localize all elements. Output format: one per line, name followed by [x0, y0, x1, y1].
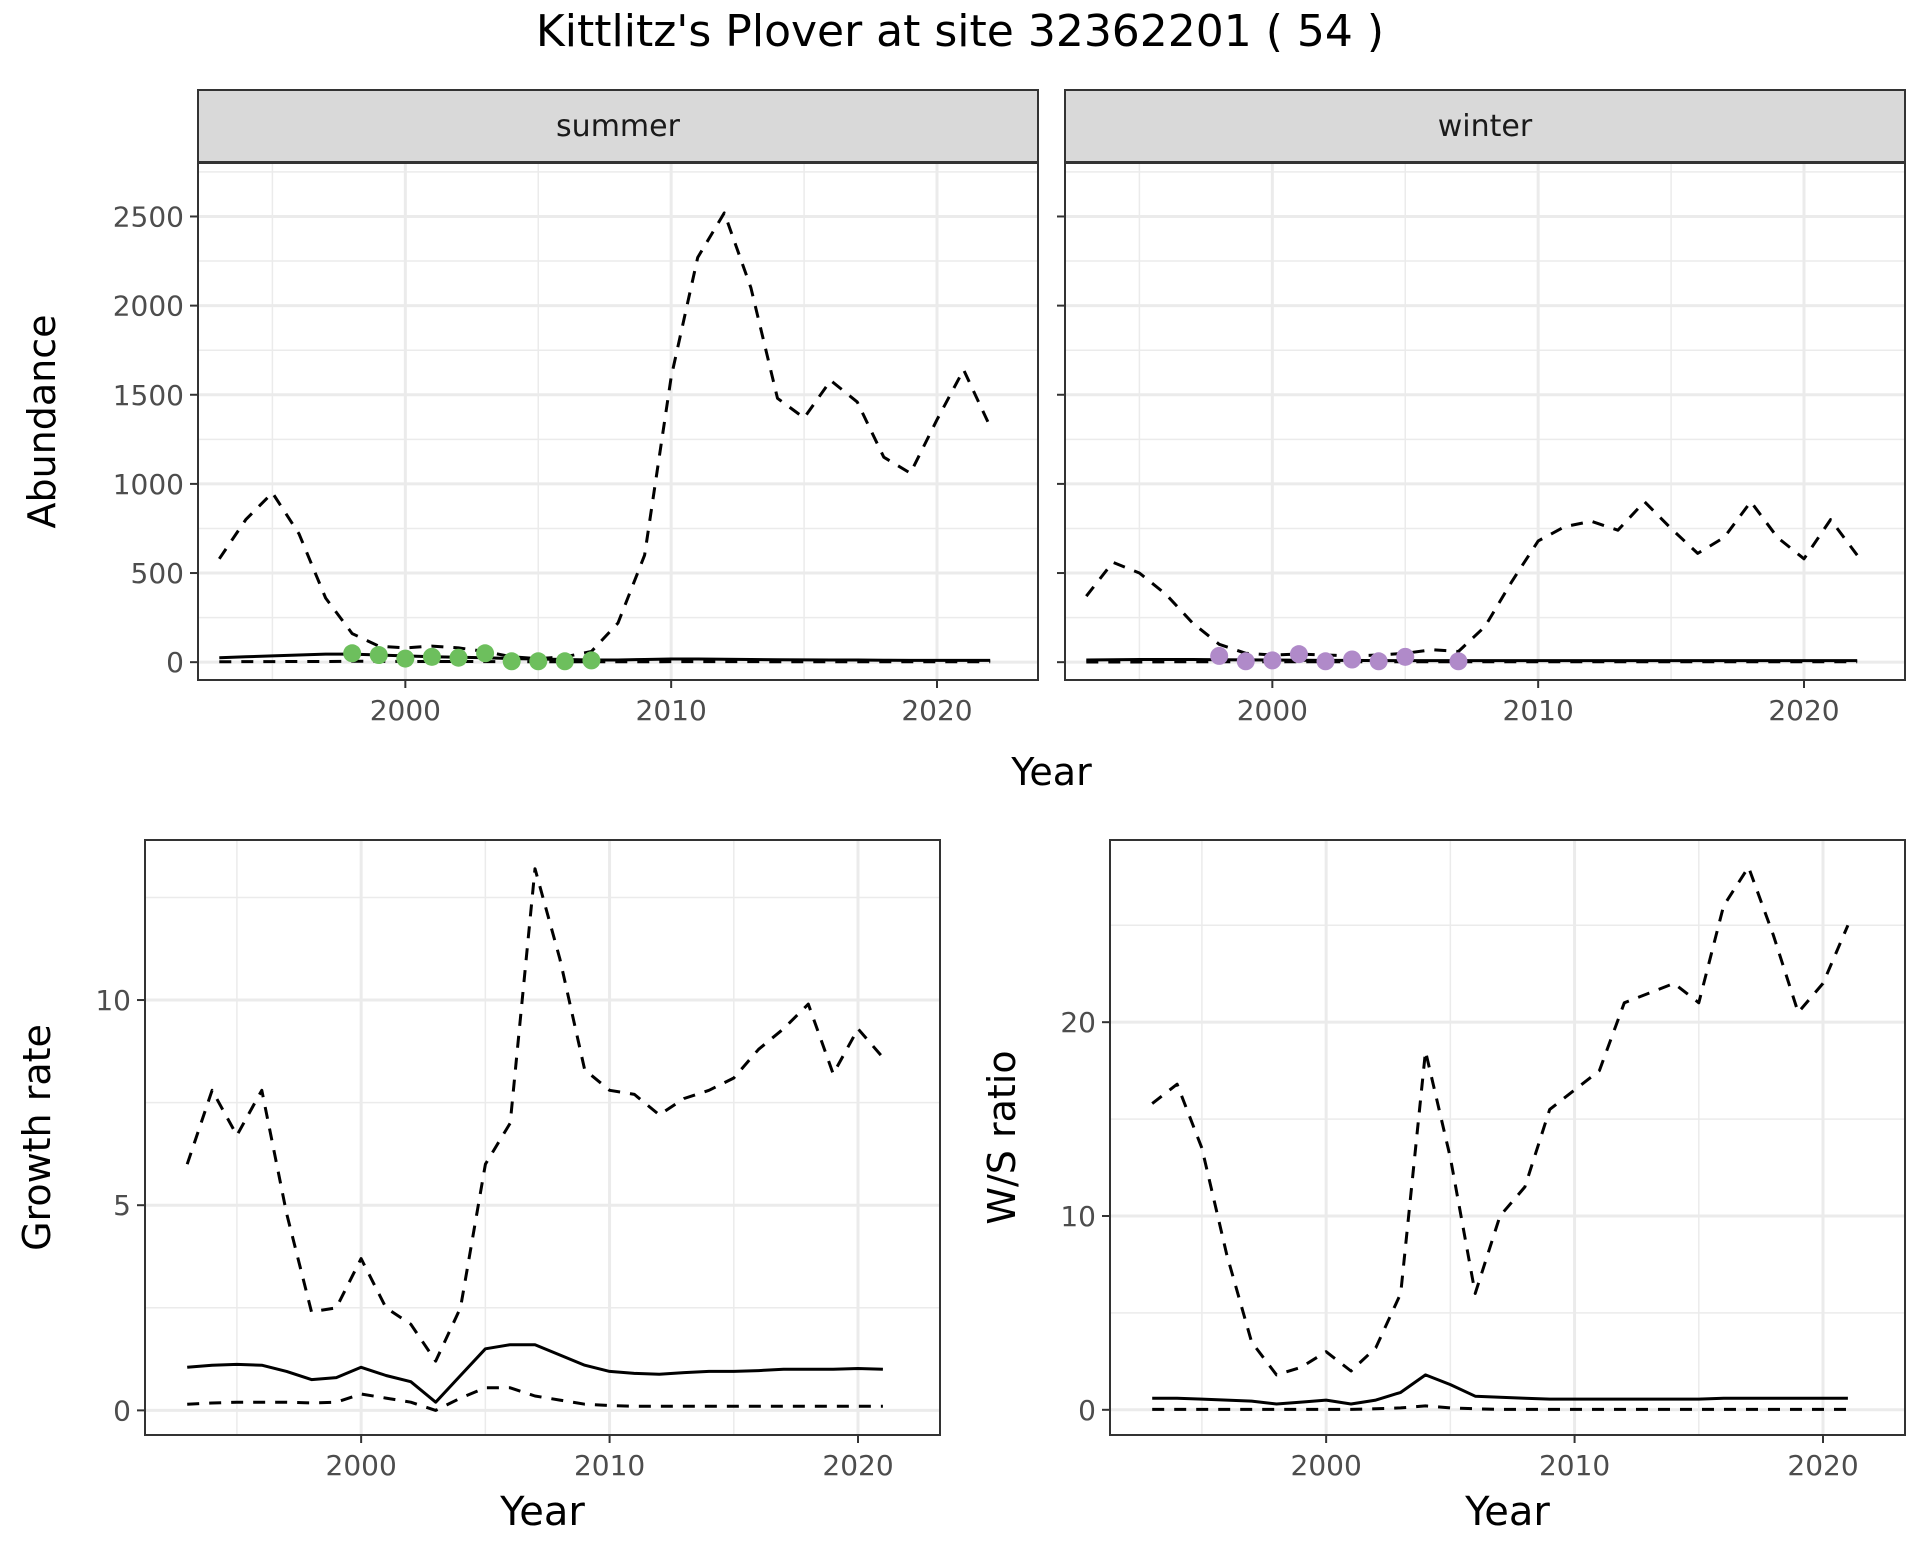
- ws-ratio-panel-border: [1109, 839, 1906, 1436]
- abundance-summer-observed-point: [502, 652, 521, 671]
- growth-line-estimate: [187, 1343, 883, 1404]
- ws-ratio-x-axis-title: Year: [1464, 1489, 1550, 1535]
- abundance-winter-facet-label: winter: [1438, 109, 1533, 144]
- abundance-summer-observed-point: [422, 647, 441, 666]
- abundance-summer-observed-point: [555, 652, 574, 671]
- growth-panel-background: [145, 840, 940, 1435]
- ws-ratio-x-tick-label: 2000: [1291, 1449, 1362, 1482]
- abundance-summer-x-tick-label: 2010: [636, 694, 707, 727]
- abundance-summer-observed-point: [449, 648, 468, 667]
- ws-ratio-line-upper-bound: [1151, 865, 1850, 1377]
- abundance-winter-grid: [1065, 163, 1905, 680]
- abundance-summer-grid: [198, 163, 1038, 680]
- abundance-winter-facet-strip: [1064, 89, 1906, 163]
- abundance-summer-y-tick-label: 1000: [113, 468, 184, 501]
- abundance-summer-x-tick-label: 2000: [370, 694, 441, 727]
- growth-line-lower-bound: [187, 1386, 883, 1412]
- chart-title: Kittlitz's Plover at site 32362201 ( 54 …: [535, 6, 1385, 57]
- abundance-summer-facet-label: summer: [556, 109, 681, 144]
- abundance-summer-observed-point: [396, 649, 415, 668]
- abundance-winter-observed-point: [1236, 652, 1255, 671]
- abundance-winter-observed-point: [1396, 647, 1415, 666]
- abundance-summer-observed-point: [529, 652, 548, 671]
- growth-grid: [145, 840, 940, 1435]
- growth-y-tick-label: 10: [95, 984, 131, 1017]
- ws-ratio-y-tick-label: 10: [1060, 1200, 1096, 1233]
- growth-x-tick-label: 2010: [574, 1449, 645, 1482]
- abundance-summer-x-tick-label: 2020: [901, 694, 972, 727]
- ws-ratio-line-estimate: [1152, 1373, 1848, 1406]
- ws-ratio-y-axis-title: W/S ratio: [980, 1050, 1024, 1224]
- growth-y-axis-title: Growth rate: [15, 1024, 59, 1251]
- ws-ratio-x-tick-label: 2020: [1787, 1449, 1858, 1482]
- ws-ratio-y-tick-label: 0: [1078, 1394, 1096, 1427]
- abundance-x-axis-title: Year: [1010, 750, 1092, 794]
- ws-ratio-line-lower-bound: [1152, 1404, 1848, 1411]
- abundance-winter-observed-point: [1263, 651, 1282, 670]
- abundance-summer-observed-point: [369, 646, 388, 665]
- growth-y-tick-label: 0: [113, 1394, 131, 1427]
- abundance-summer-observed-point: [476, 644, 495, 663]
- abundance-summer-panel-background: [198, 163, 1038, 680]
- abundance-summer-line-upper-bound: [218, 211, 992, 661]
- abundance-summer-y-tick-label: 500: [131, 557, 184, 590]
- abundance-y-axis-title: Abundance: [20, 314, 64, 528]
- ws-ratio-x-tick-label: 2010: [1539, 1449, 1610, 1482]
- growth-x-tick-label: 2000: [326, 1449, 397, 1482]
- abundance-summer-y-tick-label: 0: [166, 646, 184, 679]
- abundance-summer-observed-point: [582, 651, 601, 670]
- abundance-winter-x-tick-label: 2020: [1768, 694, 1839, 727]
- growth-x-axis-title: Year: [499, 1489, 585, 1535]
- abundance-winter-line-upper-bound: [1085, 500, 1859, 658]
- abundance-winter-observed-point: [1449, 652, 1468, 671]
- ws-ratio-panel-background: [1110, 840, 1905, 1435]
- abundance-winter-x-tick-label: 2010: [1503, 694, 1574, 727]
- growth-y-tick-label: 5: [113, 1189, 131, 1222]
- growth-panel-border: [144, 839, 941, 1436]
- abundance-summer-observed-point: [343, 644, 362, 663]
- abundance-winter-observed-point: [1289, 645, 1308, 664]
- abundance-winter-x-tick-label: 2000: [1237, 694, 1308, 727]
- abundance-winter-panel-background: [1065, 163, 1905, 680]
- abundance-summer-y-tick-label: 2000: [113, 290, 184, 323]
- abundance-summer-facet-strip: [197, 89, 1039, 163]
- abundance-winter-observed-point: [1210, 646, 1229, 665]
- abundance-summer-line-lower-bound: [219, 659, 991, 664]
- abundance-summer-y-tick-label: 2500: [113, 200, 184, 233]
- abundance-winter-observed-point: [1369, 652, 1388, 671]
- growth-x-tick-label: 2020: [822, 1449, 893, 1482]
- abundance-winter-observed-point: [1316, 652, 1335, 671]
- growth-line-upper-bound: [185, 867, 885, 1363]
- ws-ratio-y-tick-label: 20: [1060, 1006, 1096, 1039]
- abundance-summer-y-tick-label: 1500: [113, 379, 184, 412]
- abundance-winter-observed-point: [1343, 650, 1362, 669]
